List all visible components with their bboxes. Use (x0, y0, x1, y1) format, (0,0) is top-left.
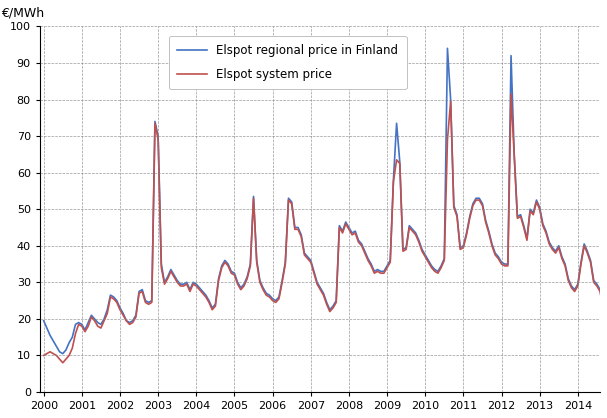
Elspot system price (46, 349, 53, 354)
Elspot system price (40, 353, 47, 358)
Elspot regional price in Finland (603, 309, 607, 314)
Text: €/MWh: €/MWh (1, 6, 44, 19)
Elspot regional price in Finland (40, 318, 47, 323)
Line: Elspot system price: Elspot system price (44, 94, 607, 363)
Elspot system price (603, 311, 607, 316)
Elspot regional price in Finland (59, 351, 66, 356)
Elspot regional price in Finland (183, 280, 191, 285)
Elspot regional price in Finland (444, 46, 451, 51)
Legend: Elspot regional price in Finland, Elspot system price: Elspot regional price in Finland, Elspot… (169, 36, 407, 89)
Elspot regional price in Finland (374, 267, 381, 272)
Elspot system price (358, 243, 365, 248)
Elspot system price (183, 282, 191, 287)
Elspot regional price in Finland (46, 333, 53, 338)
Elspot regional price in Finland (358, 242, 365, 247)
Elspot system price (507, 92, 515, 97)
Line: Elspot regional price in Finland: Elspot regional price in Finland (44, 48, 607, 354)
Elspot system price (374, 269, 381, 274)
Elspot system price (59, 360, 66, 365)
